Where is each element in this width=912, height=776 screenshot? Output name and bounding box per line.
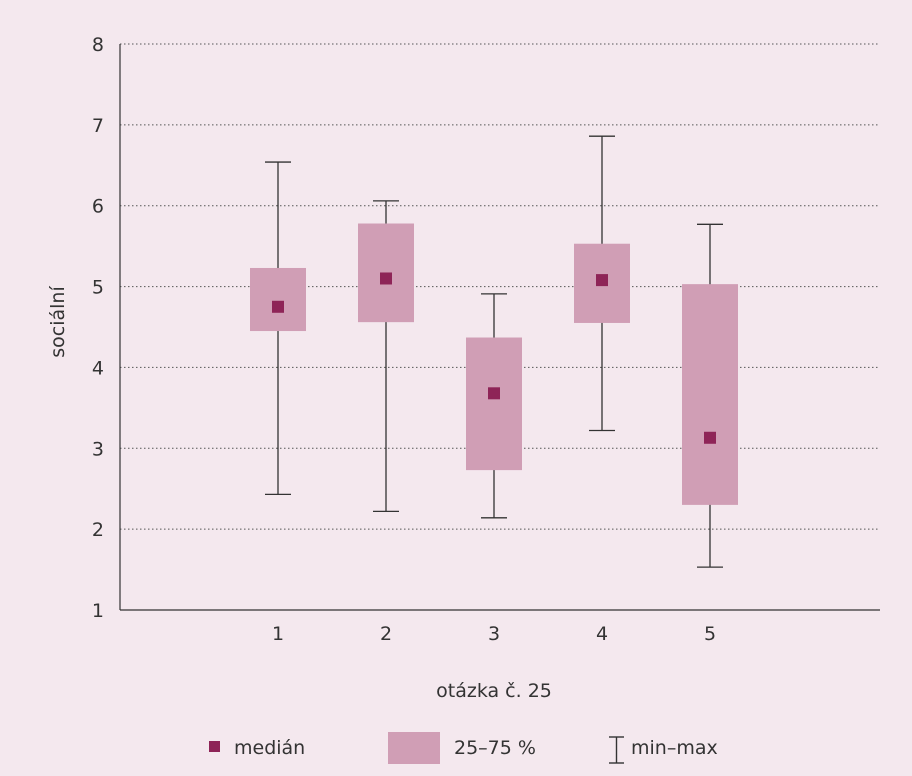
legend-box-label: 25–75 % <box>454 737 536 759</box>
legend-box-swatch <box>388 732 440 764</box>
legend-median-label: medián <box>234 737 305 759</box>
x-tick-label: 1 <box>272 623 284 645</box>
x-tick-label: 3 <box>488 623 500 645</box>
y-tick-label: 5 <box>92 277 104 299</box>
x-tick-label: 5 <box>704 623 716 645</box>
x-tick-label: 2 <box>380 623 392 645</box>
y-tick-label: 6 <box>92 196 104 218</box>
y-tick-label: 7 <box>92 115 104 137</box>
iqr-box <box>466 337 522 471</box>
median-marker <box>704 431 716 444</box>
legend-median-swatch <box>209 741 220 752</box>
y-axis-label: sociální <box>47 286 69 358</box>
x-tick-label: 4 <box>596 623 608 645</box>
tick-labels: 1 2 3 4 5 6 7 8 1 2 3 4 5 <box>92 34 716 645</box>
y-tick-label: 1 <box>92 600 104 622</box>
median-marker <box>272 300 284 313</box>
x-axis-label: otázka č. 25 <box>436 680 552 702</box>
y-tick-label: 3 <box>92 438 104 460</box>
iqr-box <box>250 267 306 332</box>
boxes <box>250 135 738 568</box>
median-marker <box>596 274 608 287</box>
axes <box>119 44 880 611</box>
legend-whisker-icon <box>609 736 624 764</box>
iqr-box <box>682 284 738 505</box>
y-tick-label: 4 <box>92 357 104 379</box>
legend-whisker-label: min–max <box>631 737 718 759</box>
y-tick-label: 8 <box>92 34 104 56</box>
median-marker <box>488 387 500 400</box>
legend: medián 25–75 % min–max <box>209 732 718 764</box>
y-tick-label: 2 <box>92 519 104 541</box>
median-marker <box>380 272 392 285</box>
